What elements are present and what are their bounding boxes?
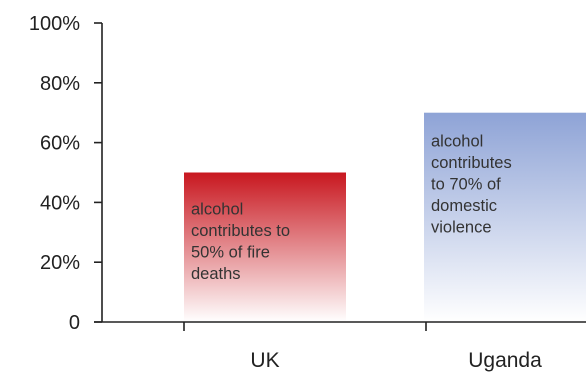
annotation-line: violence: [431, 219, 492, 237]
y-tick-label: 0: [69, 312, 80, 334]
annotation-line: 50% of fire: [191, 244, 270, 262]
y-tick-label: 100%: [29, 13, 80, 35]
annotation-line: contributes: [431, 154, 512, 172]
y-tick-label: 60%: [40, 133, 80, 155]
x-category-label: UK: [250, 349, 279, 372]
annotation-line: deaths: [191, 265, 241, 283]
x-category-label: Uganda: [468, 349, 542, 372]
annotation-line: alcohol: [431, 133, 483, 151]
annotation-line: to 70% of: [431, 176, 501, 194]
y-tick-label: 80%: [40, 73, 80, 95]
bars-layer: [184, 113, 586, 322]
annotation-line: domestic: [431, 197, 497, 215]
y-tick-label: 20%: [40, 252, 80, 274]
annotation-line: contributes to: [191, 222, 290, 240]
annotation-line: alcohol: [191, 201, 243, 219]
y-tick-label: 40%: [40, 192, 80, 214]
